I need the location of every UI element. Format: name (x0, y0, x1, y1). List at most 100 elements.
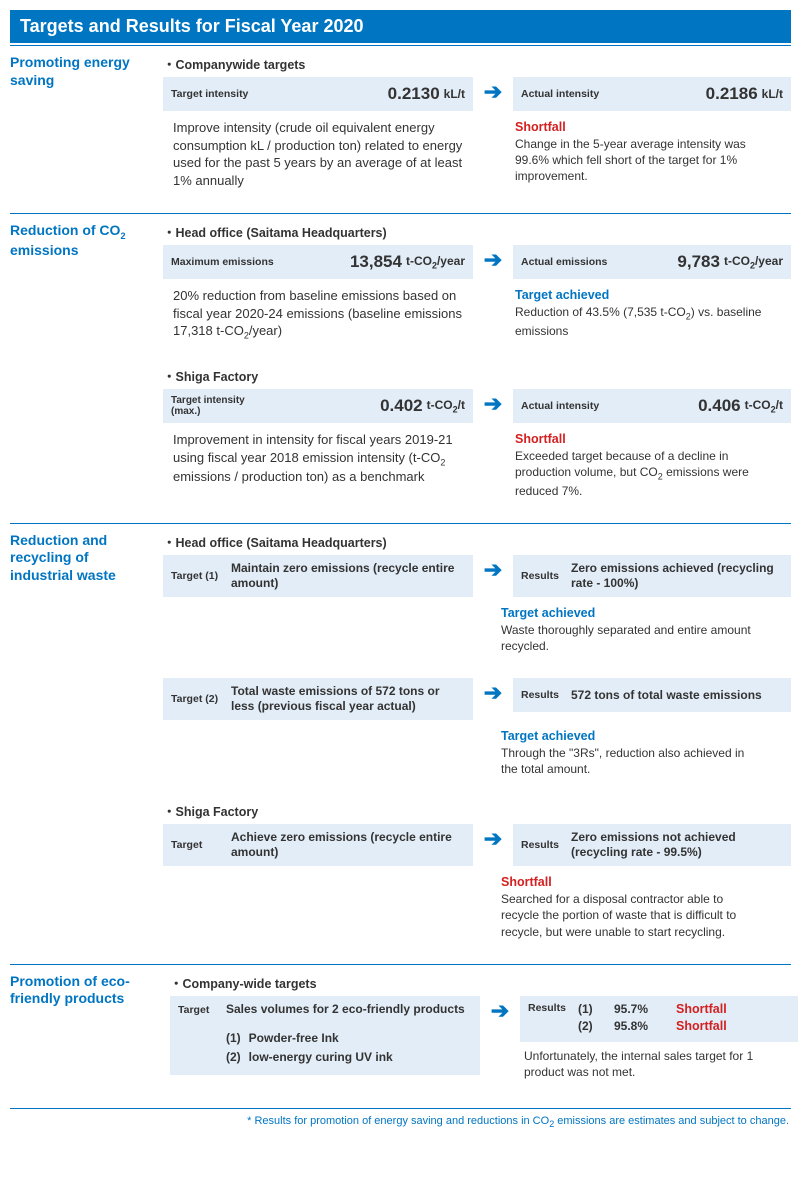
section-waste: Reduction and recycling of industrial wa… (10, 523, 791, 964)
energy-actual-value: 0.2186 (706, 84, 758, 104)
waste-result: Shortfall Searched for a disposal contra… (497, 872, 763, 939)
co2-site2-result-text: Exceeded target because of a decline in … (515, 449, 749, 498)
waste-ttext: Maintain zero emissions (recycle entire … (231, 561, 465, 591)
waste-ttext: Total waste emissions of 572 tons or les… (231, 684, 465, 714)
waste-result-box: Results Zero emissions achieved (recycli… (513, 555, 791, 597)
eco-tlabel: Target (178, 1002, 226, 1016)
status-badge: Target achieved (515, 287, 777, 304)
waste-rlabel: Results (521, 839, 571, 851)
section-label-waste: Reduction and recycling of industrial wa… (10, 532, 163, 946)
co2-site2-actual-unit: t-CO2/t (745, 398, 783, 414)
waste-ttext: Achieve zero emissions (recycle entire a… (231, 830, 465, 860)
waste-result-text: Through the "3Rs", reduction also achiev… (501, 746, 744, 776)
energy-target-box: Target intensity 0.2130 kL/t (163, 77, 473, 111)
waste-rtext: Zero emissions achieved (recycling rate … (571, 561, 783, 591)
status-badge: Shortfall (515, 431, 777, 448)
energy-result-text: Change in the 5-year average intensity w… (515, 137, 746, 183)
co2-site2-actual-box: Actual intensity 0.406 t-CO2/t (513, 389, 791, 423)
section-label-energy: Promoting energy saving (10, 54, 163, 195)
co2-site2-actual-label: Actual intensity (521, 400, 599, 412)
arrow-icon: ➔ (473, 555, 513, 585)
page-title: Targets and Results for Fiscal Year 2020 (10, 10, 791, 43)
waste-tlabel: Target (1) (171, 570, 231, 582)
section-energy: Promoting energy saving ・Companywide tar… (10, 45, 791, 213)
eco-subhead: ・Company-wide targets (170, 973, 791, 992)
arrow-icon: ➔ (473, 389, 513, 419)
arrow-icon: ➔ (480, 996, 520, 1026)
co2-site1-actual-box: Actual emissions 9,783 t-CO2/year (513, 245, 791, 279)
eco-prod-name: low-energy curing UV ink (249, 1050, 393, 1065)
co2-site1-target-label: Maximum emissions (171, 256, 274, 268)
eco-prod-num: (1) (226, 1031, 241, 1046)
footnote: * Results for promotion of energy saving… (10, 1109, 791, 1129)
status-badge: Shortfall (501, 874, 763, 891)
waste-tlabel: Target (171, 839, 231, 851)
eco-res-num: (2) (578, 1019, 604, 1033)
waste-result-text: Searched for a disposal contractor able … (501, 892, 736, 938)
waste-rtext: Zero emissions not achieved (recycling r… (571, 830, 783, 860)
status-badge: Target achieved (501, 728, 763, 745)
waste-rlabel: Results (521, 689, 571, 701)
co2-site2-desc: Improvement in intensity for fiscal year… (163, 429, 471, 486)
co2-site1-actual-label: Actual emissions (521, 256, 607, 268)
eco-res-pct: 95.7% (614, 1002, 666, 1016)
waste-rlabel: Results (521, 570, 571, 582)
status-badge: Target achieved (501, 605, 763, 622)
arrow-icon: ➔ (473, 678, 513, 708)
energy-target-unit: kL/t (444, 87, 465, 101)
arrow-icon: ➔ (473, 77, 513, 107)
co2-site1-desc: 20% reduction from baseline emissions ba… (163, 285, 471, 342)
co2-site2-target-value: 0.402 (380, 396, 423, 416)
status-badge: Shortfall (676, 1002, 727, 1016)
section-co2: Reduction of CO2 emissions ・Head office … (10, 213, 791, 523)
waste-site1-subhead: ・Head office (Saitama Headquarters) (163, 532, 791, 551)
co2-site2-target-unit: t-CO2/t (427, 398, 465, 414)
energy-target-label: Target intensity (171, 88, 248, 100)
co2-site2-result: Shortfall Exceeded target because of a d… (511, 429, 777, 499)
co2-site1-subhead: ・Head office (Saitama Headquarters) (163, 222, 791, 241)
co2-site1-result: Target achieved Reduction of 43.5% (7,53… (511, 285, 777, 339)
section-label-co2: Reduction of CO2 emissions (10, 222, 163, 505)
eco-prod-num: (2) (226, 1050, 241, 1065)
waste-result-box: Results 572 tons of total waste emission… (513, 678, 791, 712)
energy-subhead: ・Companywide targets (163, 54, 791, 73)
waste-target-box: Target Achieve zero emissions (recycle e… (163, 824, 473, 866)
energy-actual-unit: kL/t (762, 87, 783, 101)
energy-target-value: 0.2130 (388, 84, 440, 104)
section-label-eco: Promotion of eco-friendly products (10, 973, 170, 1086)
co2-site2-subhead: ・Shiga Factory (163, 366, 791, 385)
eco-result-text: Unfortunately, the internal sales target… (520, 1042, 786, 1080)
eco-target-box: Target Sales volumes for 2 eco-friendly … (170, 996, 480, 1075)
co2-site1-result-text: Reduction of 43.5% (7,535 t-CO2) vs. bas… (515, 305, 761, 338)
energy-actual-box: Actual intensity 0.2186 kL/t (513, 77, 791, 111)
status-badge: Shortfall (515, 119, 777, 136)
waste-result-box: Results Zero emissions not achieved (rec… (513, 824, 791, 866)
waste-result-text: Waste thoroughly separated and entire am… (501, 623, 751, 653)
energy-result: Shortfall Change in the 5-year average i… (511, 117, 777, 184)
waste-site2-subhead: ・Shiga Factory (163, 801, 791, 820)
waste-result: Target achieved Waste thoroughly separat… (497, 603, 763, 654)
waste-result: Target achieved Through the "3Rs", reduc… (497, 726, 763, 777)
co2-site2-target-box: Target intensity(max.) 0.402 t-CO2/t (163, 389, 473, 423)
eco-res-pct: 95.8% (614, 1019, 666, 1033)
eco-result-box: Results (1) 95.7% Shortfall (2) 95.8% Sh… (520, 996, 798, 1042)
eco-res-num: (1) (578, 1002, 604, 1016)
co2-site1-actual-unit: t-CO2/year (724, 254, 783, 270)
arrow-icon: ➔ (473, 245, 513, 275)
co2-site1-target-value: 13,854 (350, 252, 402, 272)
eco-prod-name: Powder-free Ink (249, 1031, 339, 1046)
waste-target-box: Target (1) Maintain zero emissions (recy… (163, 555, 473, 597)
co2-site2-actual-value: 0.406 (698, 396, 741, 416)
energy-actual-label: Actual intensity (521, 88, 599, 100)
energy-desc: Improve intensity (crude oil equivalent … (163, 117, 471, 189)
co2-site1-target-box: Maximum emissions 13,854 t-CO2/year (163, 245, 473, 279)
waste-rtext: 572 tons of total waste emissions (571, 688, 762, 703)
eco-rlabel: Results (528, 1002, 578, 1014)
waste-target-box: Target (2) Total waste emissions of 572 … (163, 678, 473, 720)
arrow-icon: ➔ (473, 824, 513, 854)
status-badge: Shortfall (676, 1019, 727, 1033)
section-eco: Promotion of eco-friendly products ・Comp… (10, 964, 791, 1104)
co2-site1-actual-value: 9,783 (677, 252, 720, 272)
waste-tlabel: Target (2) (171, 693, 231, 705)
co2-site2-target-label: Target intensity(max.) (171, 395, 245, 417)
